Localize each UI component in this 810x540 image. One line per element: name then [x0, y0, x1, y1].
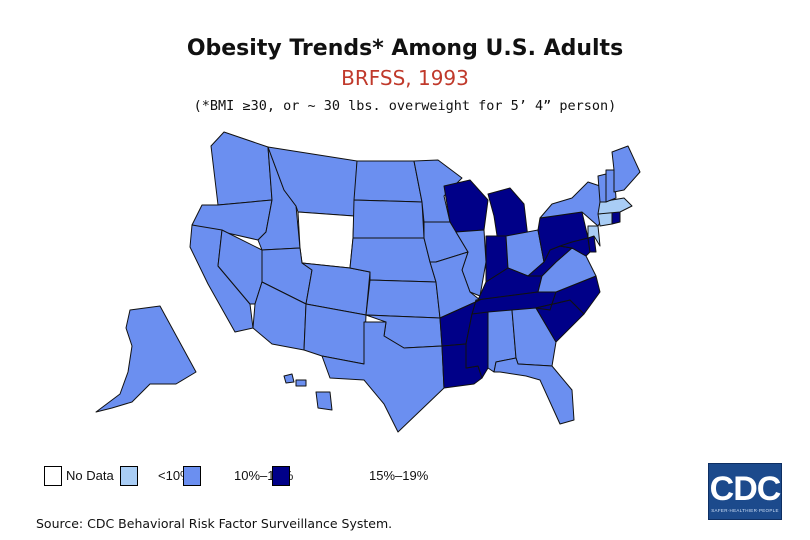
map-title: Obesity Trends* Among U.S. Adults	[186, 36, 624, 61]
map-subtitle: BRFSS, 1993	[341, 66, 469, 90]
state-minnesota	[413, 159, 463, 223]
cdc-logo-text: CDC	[709, 470, 782, 508]
hawaii-isle-a	[283, 373, 295, 384]
state-rhode-island	[611, 211, 621, 225]
state-kansas	[365, 279, 441, 319]
legend-swatch-no-data	[44, 466, 62, 486]
cdc-logo: CDC SAFER·HEALTHIER·PEOPLE	[708, 463, 782, 520]
state-alaska	[95, 305, 197, 413]
state-north-dakota	[353, 160, 423, 203]
legend-swatch-10-14	[183, 466, 201, 486]
legend-label-15-19: 15%–19%	[369, 468, 429, 483]
state-florida	[493, 357, 575, 425]
state-new-jersey	[587, 225, 601, 247]
legend-swatch-15-19	[272, 466, 290, 486]
state-maine	[611, 145, 641, 193]
state-delaware	[587, 235, 597, 253]
legend-swatch-lt10	[120, 466, 138, 486]
state-missouri	[429, 251, 481, 319]
hawaii-isle-b	[295, 379, 307, 387]
state-vermont	[597, 173, 607, 203]
state-south-dakota	[352, 199, 425, 239]
cdc-logo-tagline: SAFER·HEALTHIER·PEOPLE	[711, 508, 779, 513]
state-texas	[321, 321, 445, 433]
state-wyoming	[297, 211, 355, 269]
state-new-mexico	[303, 303, 367, 365]
legend-label-no-data: No Data	[66, 468, 114, 483]
source-note: Source: CDC Behavioral Risk Factor Surve…	[36, 516, 393, 531]
bmi-note: (*BMI ≥30, or ~ 30 lbs. overweight for 5…	[193, 98, 617, 114]
state-hawaii	[315, 391, 333, 411]
state-washington	[210, 131, 273, 206]
